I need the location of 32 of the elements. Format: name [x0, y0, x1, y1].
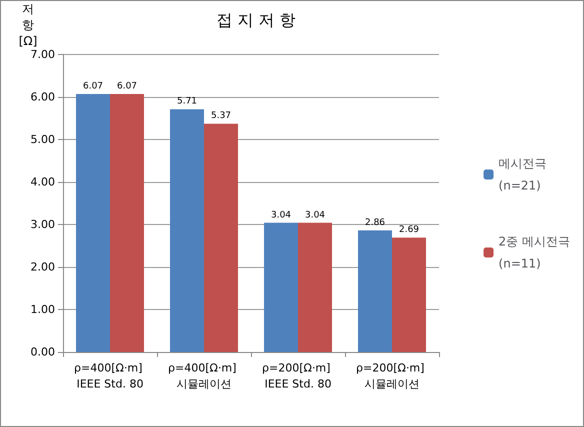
data-label: 3.04: [304, 210, 326, 220]
y-tick-label: 4.00: [30, 175, 55, 188]
bar: [392, 238, 426, 352]
bar: [264, 222, 298, 352]
data-label: 2.86: [364, 218, 386, 228]
legend-label: 메시전극 (n=21): [498, 156, 547, 192]
y-tick-label: 0.00: [30, 346, 55, 358]
bar: [110, 94, 144, 352]
bar: [204, 124, 238, 352]
y-axis-title: 저항[Ω]: [18, 2, 38, 48]
data-label: 5.71: [176, 96, 198, 107]
legend-label: 2중 메시전극 (n=11): [498, 234, 570, 270]
bar: [76, 94, 110, 352]
y-tick-label: 7.00: [30, 48, 55, 61]
data-label: 6.07: [82, 81, 104, 92]
data-label: 2.69: [398, 225, 420, 236]
x-tick-label: ρ=400[Ω·m] 시뮬레이션: [168, 362, 240, 390]
bar: [170, 109, 204, 352]
y-tick-label: 3.00: [30, 218, 55, 231]
y-tick-label: 1.00: [30, 302, 55, 316]
y-tick-label: 6.00: [30, 90, 55, 104]
bar: [298, 222, 332, 352]
x-tick-label: ρ=200[Ω·m] IEEE Std. 80: [262, 362, 334, 390]
y-tick-label: 5.00: [30, 132, 55, 146]
x-tick-label: ρ=200[Ω·m] 시뮬레이션: [356, 362, 428, 390]
x-tick-label: ρ=400[Ω·m] IEEE Std. 80: [74, 362, 146, 390]
data-label: 3.04: [270, 210, 292, 220]
bar: [358, 230, 392, 352]
data-label: 5.37: [210, 111, 232, 122]
data-label: 6.07: [116, 81, 138, 92]
y-tick-label: 2.00: [30, 260, 55, 274]
chart-title: 접 지 저 항: [216, 10, 296, 30]
